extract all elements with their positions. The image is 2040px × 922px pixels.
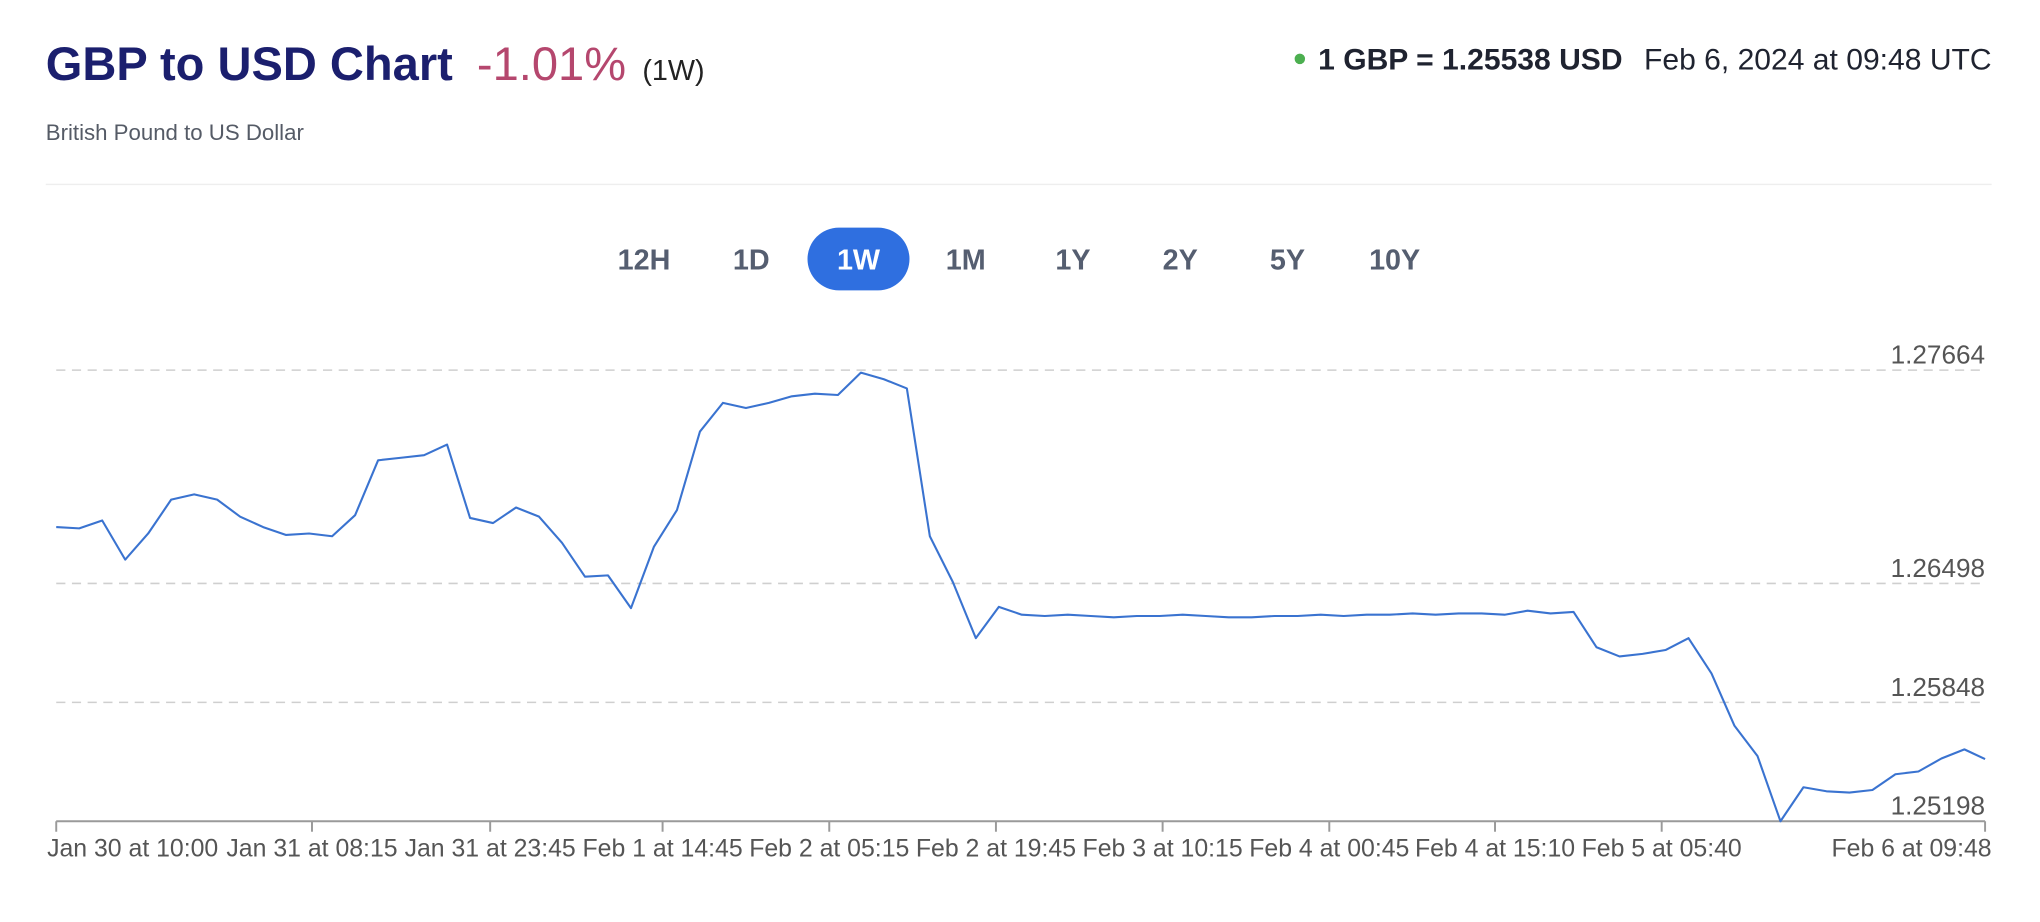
range-button[interactable]: 5Y [1270, 244, 1305, 276]
x-tick-label: Feb 1 at 14:45 [583, 836, 743, 863]
x-tick-label: Feb 3 at 10:15 [1083, 836, 1243, 863]
x-tick-label: Feb 4 at 00:45 [1249, 836, 1409, 863]
range-button[interactable]: 1D [733, 244, 770, 276]
range-button-bg [807, 227, 910, 291]
price-line [56, 371, 1986, 823]
range-label: 5Y [1270, 244, 1305, 276]
x-tick-label: Feb 2 at 05:15 [749, 836, 909, 863]
change-period: (1W) [642, 55, 704, 87]
x-tick-label: Jan 30 at 10:00 [47, 836, 218, 863]
y-tick-label: 1.25848 [1891, 672, 1985, 702]
timestamp: Feb 6, 2024 at 09:48 UTC [1644, 43, 1992, 76]
change-percent: -1.01% [477, 37, 626, 90]
range-button[interactable]: 10Y [1369, 244, 1420, 276]
range-button[interactable]: 1M [946, 244, 986, 276]
x-tick-label: Jan 31 at 08:15 [226, 836, 397, 863]
x-tick-label: Feb 5 at 05:40 [1582, 836, 1742, 863]
header-title: GBP to USD Chart -1.01% (1W) [46, 37, 705, 90]
range-label: 1W [837, 244, 881, 276]
x-tick-label: Feb 4 at 15:10 [1415, 836, 1575, 863]
range-label: 10Y [1369, 244, 1420, 276]
range-button[interactable]: 12H [618, 244, 671, 276]
range-label: 12H [618, 244, 671, 276]
y-tick-label: 1.25198 [1891, 791, 1985, 821]
range-button[interactable]: 1W [807, 227, 910, 291]
range-label: 1Y [1055, 244, 1090, 276]
rate: 1 GBP = 1.25538 USD [1318, 43, 1622, 76]
y-tick-label: 1.26498 [1891, 553, 1985, 583]
range-label: 1M [946, 244, 986, 276]
x-tick-label: Feb 6 at 09:48 [1831, 836, 1991, 863]
live-dot [1294, 53, 1306, 65]
chart-title: GBP to USD Chart [46, 37, 453, 90]
range-button[interactable]: 1Y [1055, 244, 1090, 276]
rate-info: 1 GBP = 1.25538 USD Feb 6, 2024 at 09:48… [1318, 43, 1991, 76]
range-button[interactable]: 2Y [1163, 244, 1198, 276]
range-label: 2Y [1163, 244, 1198, 276]
subtitle: British Pound to US Dollar [46, 120, 305, 145]
x-tick-label: Jan 31 at 23:45 [405, 836, 576, 863]
y-tick-label: 1.27664 [1891, 340, 1985, 370]
x-tick-label: Feb 2 at 19:45 [916, 836, 1076, 863]
range-label: 1D [733, 244, 770, 276]
